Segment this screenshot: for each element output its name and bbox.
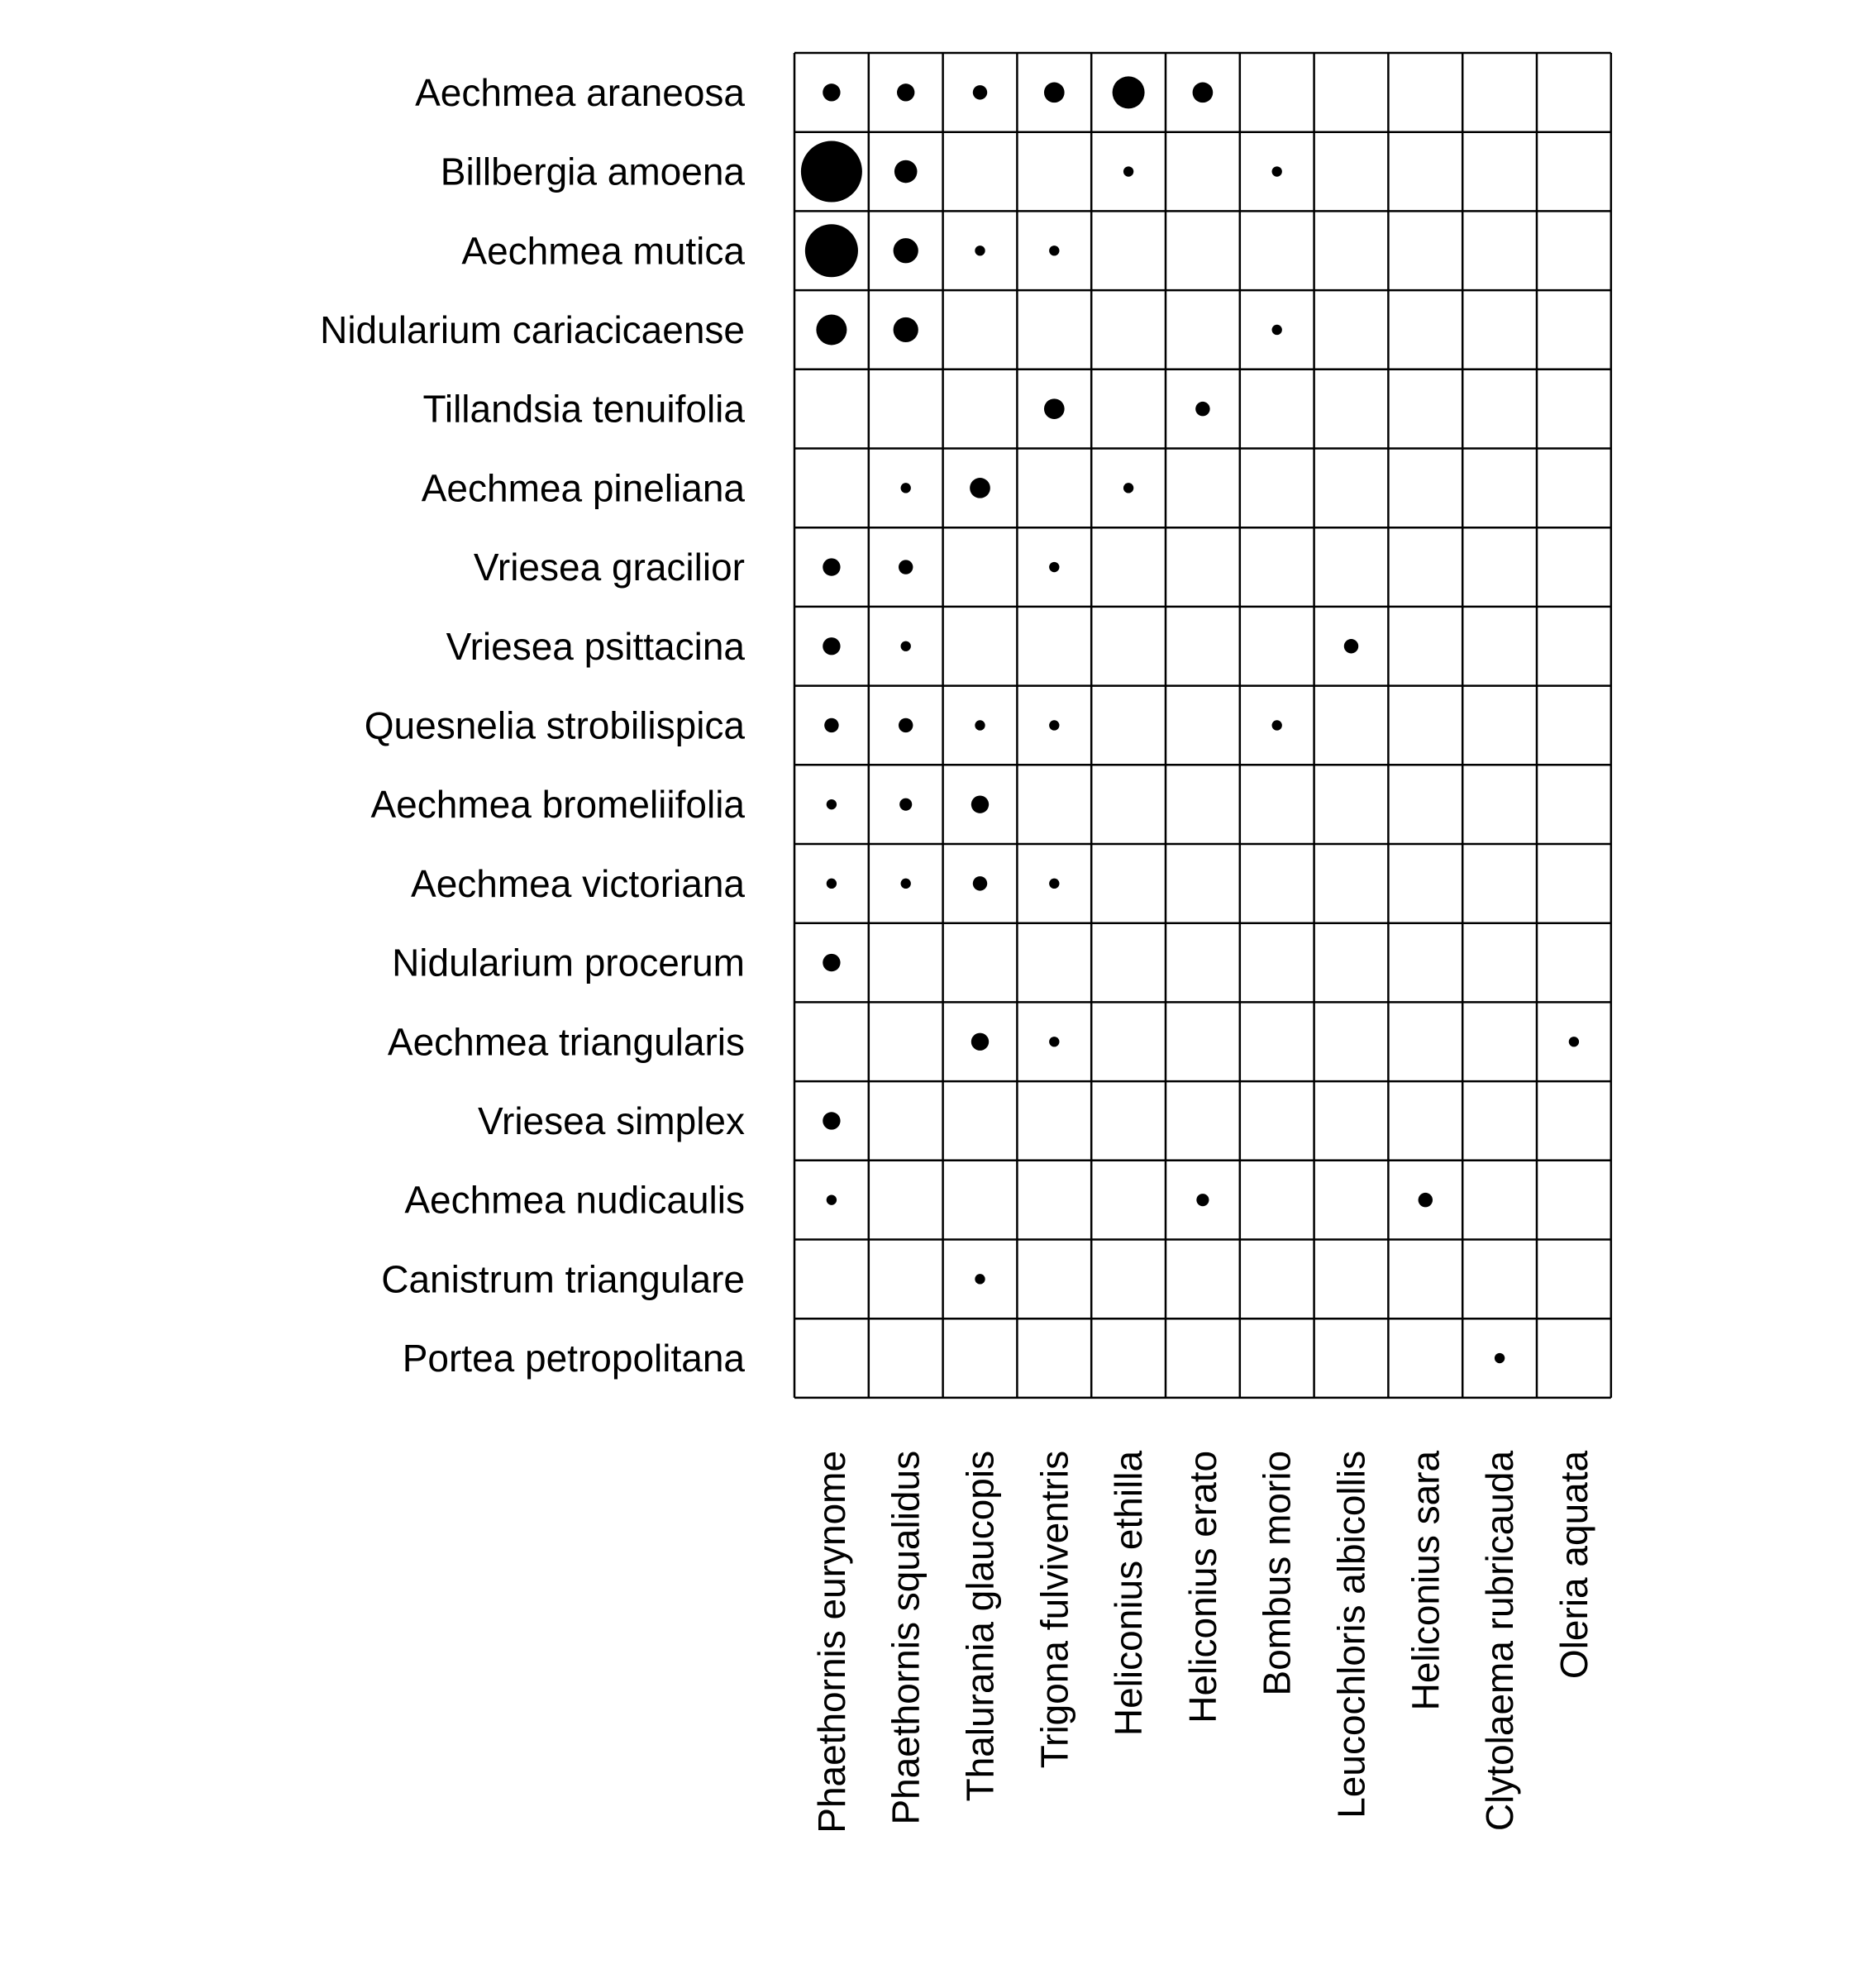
data-point: [972, 85, 988, 100]
row-label: Nidularium cariacicaense: [320, 308, 745, 351]
data-point: [1049, 720, 1060, 731]
data-point: [1494, 1352, 1505, 1364]
row-label: Quesnelia strobilispica: [365, 703, 746, 746]
row-label: Tillandsia tenuifolia: [422, 388, 745, 431]
data-point: [894, 160, 918, 184]
column-label: Leucochloris albicollis: [1330, 1451, 1373, 1819]
data-point: [823, 83, 841, 102]
data-point: [816, 314, 847, 346]
data-point: [900, 878, 911, 889]
grid: [793, 51, 1613, 1399]
row-label: Aechmea triangularis: [388, 1020, 745, 1063]
row-label: Nidularium procerum: [392, 942, 745, 984]
data-point: [1049, 246, 1060, 256]
data-point: [800, 141, 862, 203]
column-label: Thalurania glaucopis: [959, 1451, 1002, 1801]
row-label: Aechmea bromeliifolia: [370, 783, 745, 826]
data-point: [1112, 76, 1145, 109]
data-point: [1043, 398, 1065, 419]
column-label: Phaethornis squalidus: [885, 1451, 928, 1825]
row-label: Aechmea victoriana: [411, 862, 745, 905]
row-label: Aechmea nudicaulis: [404, 1179, 745, 1222]
data-point: [823, 953, 841, 972]
data-point: [826, 1194, 837, 1205]
data-point: [824, 717, 839, 733]
data-point: [1343, 639, 1359, 654]
data-point: [972, 876, 988, 891]
data-point: [826, 799, 837, 810]
data-point: [971, 1032, 990, 1051]
column-label: Oleria aquata: [1552, 1450, 1595, 1679]
column-label: Heliconius ethilla: [1107, 1450, 1150, 1736]
data-point: [1418, 1192, 1433, 1208]
column-label: Clytolaema rubricauda: [1478, 1450, 1521, 1831]
row-label: Aechmea mutica: [461, 229, 745, 272]
column-label: Bombus morio: [1256, 1451, 1299, 1696]
row-label: Billbergia amoena: [441, 150, 746, 193]
data-point: [975, 246, 985, 256]
row-label: Vriesea simplex: [478, 1099, 745, 1142]
data-point: [823, 558, 841, 576]
row-label: Portea petropolitana: [403, 1337, 746, 1380]
column-label: Phaethornis eurynome: [810, 1451, 853, 1833]
data-point: [899, 798, 913, 811]
data-point: [823, 637, 841, 656]
data-point: [823, 1112, 841, 1130]
row-label: Vriesea psittacina: [446, 625, 746, 668]
column-label: Heliconius sara: [1404, 1450, 1447, 1710]
row-label: Vriesea gracilior: [474, 546, 745, 589]
data-point: [1043, 82, 1065, 103]
data-point: [970, 478, 990, 498]
data-point: [1049, 561, 1060, 573]
column-label: Trigona fulviventris: [1033, 1451, 1075, 1768]
row-label: Canistrum triangulare: [381, 1257, 745, 1300]
data-point: [975, 1274, 985, 1285]
data-point: [1049, 1037, 1060, 1047]
data-point: [1271, 324, 1282, 336]
data-point: [826, 878, 837, 889]
row-labels: Aechmea araneosa Billbergia amoena Aechmea…: [320, 71, 745, 1380]
data-point: [804, 224, 858, 278]
row-label: Aechmea pineliana: [422, 466, 746, 509]
data-point: [975, 720, 985, 731]
data-point: [900, 641, 911, 651]
data-point: [1196, 1194, 1209, 1207]
data-point: [1192, 82, 1214, 103]
data-point: [1271, 166, 1282, 177]
data-point: [898, 560, 913, 574]
data-point: [1568, 1037, 1580, 1047]
data-point: [900, 483, 911, 493]
data-point: [893, 238, 918, 264]
data-point: [1123, 483, 1134, 493]
column-labels: Phaethornis eurynome Phaethornis squalidu…: [810, 1450, 1595, 1833]
data-point: [1123, 166, 1134, 177]
data-point: [971, 795, 990, 813]
data-point: [1049, 878, 1060, 889]
data-point: [1271, 720, 1282, 731]
data-point: [1195, 401, 1210, 417]
row-label: Aechmea araneosa: [415, 71, 745, 114]
data-point: [893, 317, 918, 343]
data-point: [898, 717, 913, 733]
data-point: [897, 83, 915, 102]
markers: [800, 76, 1580, 1364]
column-label: Heliconius erato: [1181, 1451, 1224, 1723]
